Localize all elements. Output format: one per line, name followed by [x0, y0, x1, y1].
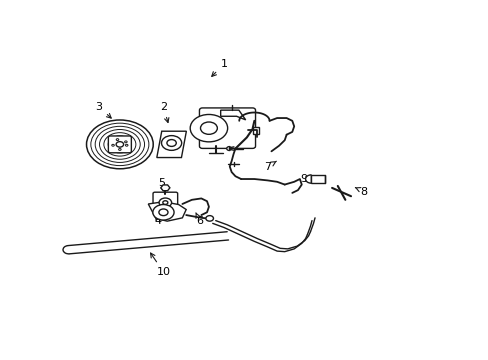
Bar: [311, 175, 324, 183]
FancyBboxPatch shape: [108, 136, 131, 153]
Text: 10: 10: [150, 253, 170, 277]
FancyBboxPatch shape: [199, 108, 255, 148]
Text: 9: 9: [300, 174, 310, 184]
Text: 6: 6: [196, 213, 203, 226]
Circle shape: [166, 140, 176, 147]
Circle shape: [205, 216, 213, 221]
Circle shape: [161, 136, 182, 150]
Text: 4: 4: [154, 216, 161, 226]
Polygon shape: [220, 110, 245, 120]
Text: 2: 2: [160, 102, 168, 122]
Polygon shape: [157, 131, 186, 158]
Circle shape: [116, 141, 123, 147]
FancyBboxPatch shape: [153, 192, 177, 213]
Circle shape: [159, 209, 168, 216]
Text: 7: 7: [264, 161, 276, 172]
Circle shape: [200, 122, 217, 134]
Circle shape: [153, 204, 174, 220]
Circle shape: [119, 149, 121, 150]
Circle shape: [163, 201, 167, 204]
Polygon shape: [161, 185, 169, 191]
Circle shape: [124, 141, 127, 143]
Circle shape: [159, 198, 171, 207]
Text: 1: 1: [211, 59, 227, 76]
Circle shape: [112, 144, 114, 146]
Wedge shape: [305, 175, 311, 183]
Circle shape: [116, 139, 119, 140]
Wedge shape: [226, 147, 230, 150]
Circle shape: [190, 114, 227, 142]
Polygon shape: [148, 202, 186, 221]
Circle shape: [125, 144, 128, 146]
Text: 3: 3: [95, 102, 111, 118]
Text: 8: 8: [355, 186, 367, 197]
Polygon shape: [252, 127, 259, 134]
Text: 5: 5: [158, 178, 165, 192]
